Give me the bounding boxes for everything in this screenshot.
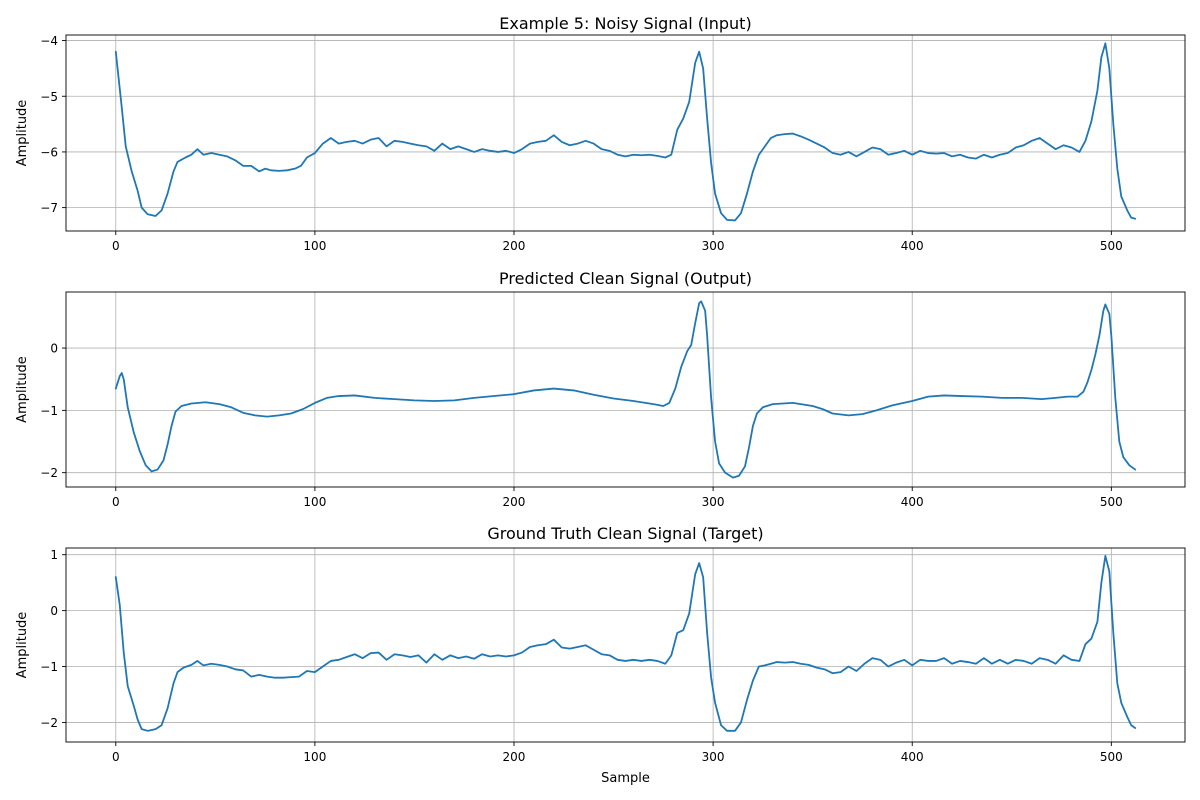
subplot-title: Example 5: Noisy Signal (Input) — [499, 14, 751, 33]
x-tick-label: 300 — [702, 750, 725, 764]
x-tick-label: 0 — [112, 239, 120, 253]
x-tick-label: 100 — [303, 495, 326, 509]
x-tick-label: 0 — [112, 495, 120, 509]
series-line — [114, 554, 1137, 732]
x-tick-label: 400 — [901, 750, 924, 764]
y-tick-label: −6 — [40, 145, 58, 159]
y-axis-label: Amplitude — [15, 356, 30, 423]
y-tick-label: −4 — [40, 34, 58, 48]
x-tick-label: 100 — [303, 239, 326, 253]
x-tick-label: 200 — [503, 495, 526, 509]
x-tick-label: 500 — [1100, 495, 1123, 509]
x-axis-label: Sample — [601, 771, 650, 786]
y-tick-label: −2 — [40, 716, 58, 730]
x-tick-label: 300 — [702, 239, 725, 253]
x-tick-label: 400 — [901, 495, 924, 509]
y-tick-label: −1 — [40, 660, 58, 674]
series-line — [114, 300, 1137, 479]
subplot-ground-truth-target: Ground Truth Clean Signal (Target) Ampli… — [15, 524, 1186, 786]
x-tick-label: 500 — [1100, 750, 1123, 764]
subplot-title: Ground Truth Clean Signal (Target) — [487, 524, 763, 543]
x-tick-label: 300 — [702, 495, 725, 509]
axes-frame — [65, 547, 1186, 743]
x-tick-label: 200 — [503, 750, 526, 764]
y-tick-label: 0 — [50, 342, 58, 356]
y-tick-label: −2 — [40, 466, 58, 480]
y-axis-label: Amplitude — [15, 612, 30, 679]
subplot-title: Predicted Clean Signal (Output) — [499, 269, 752, 288]
x-tick-label: 400 — [901, 239, 924, 253]
axes-frame — [65, 34, 1186, 232]
subplot-noisy-input: Example 5: Noisy Signal (Input) Amplitud… — [15, 14, 1186, 253]
x-tick-label: 200 — [503, 239, 526, 253]
y-tick-label: −1 — [40, 404, 58, 418]
x-tick-label: 100 — [303, 750, 326, 764]
y-tick-label: 1 — [50, 548, 58, 562]
axes-frame — [65, 291, 1186, 488]
x-tick-label: 0 — [112, 750, 120, 764]
y-tick-label: −7 — [40, 201, 58, 215]
y-tick-label: 0 — [50, 604, 58, 618]
y-tick-label: −5 — [40, 90, 58, 104]
x-tick-label: 500 — [1100, 239, 1123, 253]
y-axis-label: Amplitude — [15, 100, 30, 167]
series-line — [114, 42, 1137, 222]
subplot-predicted-output: Predicted Clean Signal (Output) Amplitud… — [15, 269, 1186, 509]
